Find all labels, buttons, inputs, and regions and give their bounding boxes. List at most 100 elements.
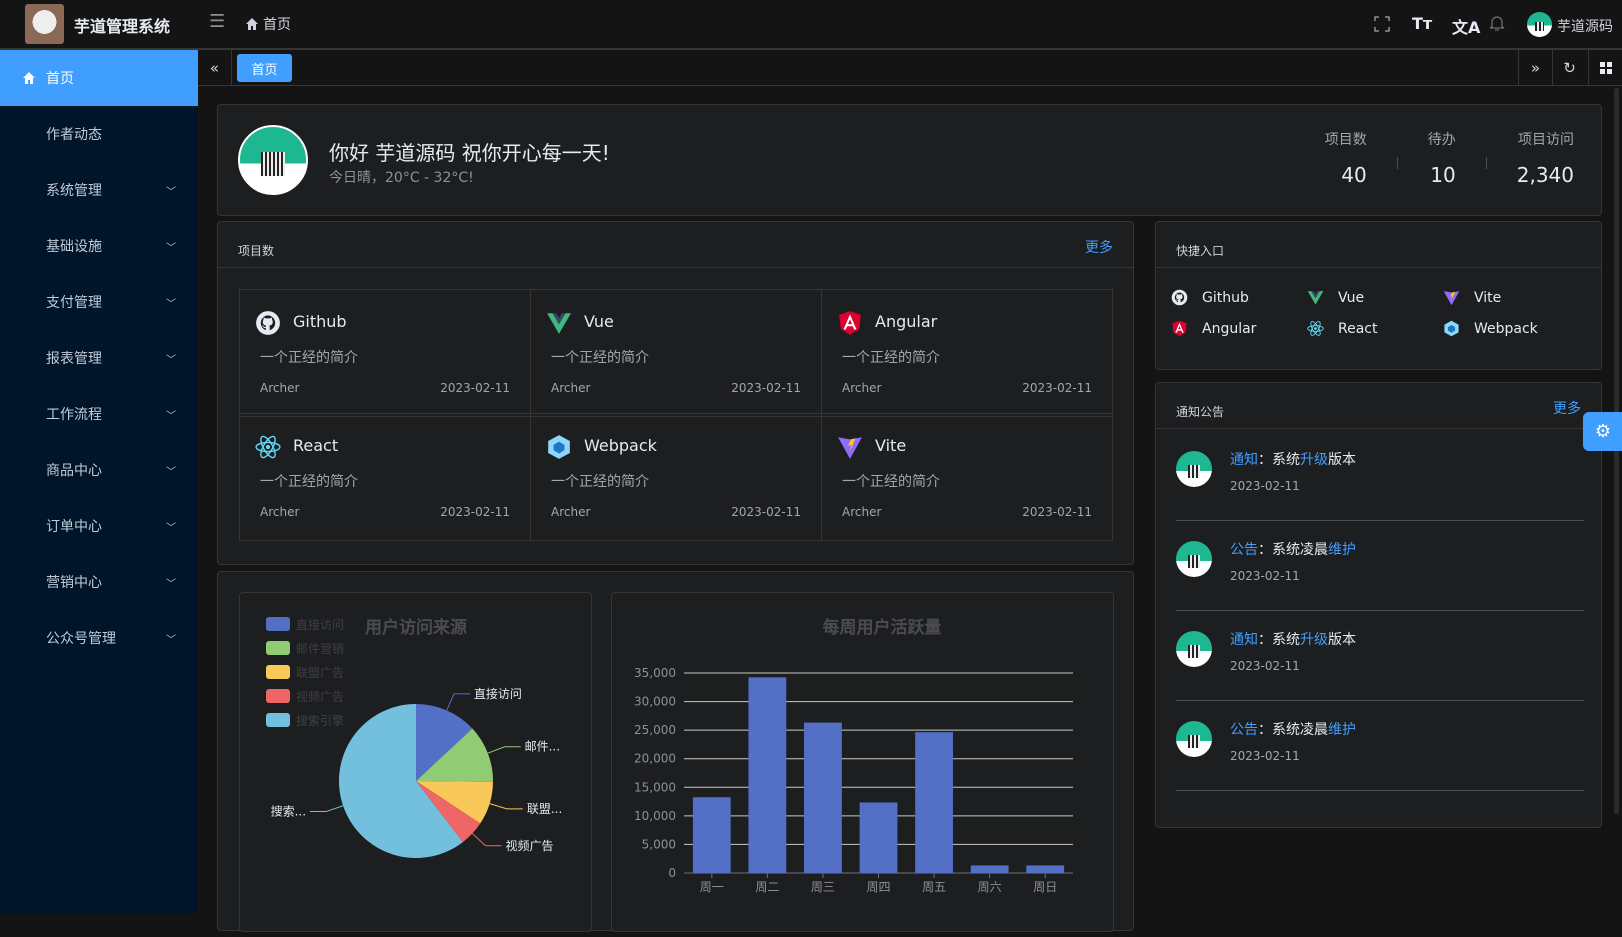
project-author: Archer <box>551 505 591 519</box>
project-item[interactable]: Angular 一个正经的简介 Archer 2023-02-11 <box>821 289 1113 417</box>
sidebar-item[interactable]: 公众号管理 ﹀ <box>0 610 198 666</box>
sidebar-item[interactable]: 报表管理 ﹀ <box>0 330 198 386</box>
angular-icon <box>839 311 861 335</box>
project-author: Archer <box>551 381 591 395</box>
menu-fold-icon[interactable]: ☰ <box>209 11 226 32</box>
sidebar-item-label: 订单中心 <box>46 519 102 535</box>
font-size-icon[interactable]: Tт <box>1412 14 1433 33</box>
x-tick-label: 周四 <box>866 880 890 894</box>
welcome-card: 你好 芋道源码 祝你开心每一天! 今日晴，20°C - 32°C! 项目数 40 待… <box>217 104 1602 216</box>
fullscreen-icon[interactable] <box>1374 16 1390 32</box>
sidebar-item[interactable]: 系统管理 ﹀ <box>0 162 198 218</box>
slice-label: 联盟... <box>527 802 562 816</box>
bell-icon[interactable] <box>1489 14 1505 32</box>
project-date: 2023-02-11 <box>1022 505 1092 519</box>
slice-label: 邮件... <box>525 740 560 754</box>
shortcut-item[interactable]: Github <box>1171 289 1249 306</box>
project-date: 2023-02-11 <box>731 381 801 395</box>
label-line <box>487 746 521 754</box>
notice-date: 2023-02-11 <box>1230 569 1300 583</box>
sidebar-item[interactable]: 订单中心 ﹀ <box>0 498 198 554</box>
sidebar-item-label: 系统管理 <box>46 183 102 199</box>
y-tick-label: 30,000 <box>634 695 676 709</box>
project-date: 2023-02-11 <box>1022 381 1092 395</box>
sidebar-item[interactable]: 作者动态 <box>0 106 198 162</box>
bar <box>859 802 898 873</box>
more-link[interactable]: 更多 <box>1553 401 1581 417</box>
settings-gear-icon[interactable]: ⚙ <box>1583 412 1622 451</box>
y-tick-label: 15,000 <box>634 780 676 794</box>
react-icon <box>255 435 281 459</box>
notice-date: 2023-02-11 <box>1230 479 1300 493</box>
shortcut-item[interactable]: Webpack <box>1443 320 1538 337</box>
project-item[interactable]: Vite 一个正经的简介 Archer 2023-02-11 <box>821 413 1113 541</box>
pie-slice <box>416 704 473 781</box>
tabs-bar: « 首页 » ↻ <box>198 50 1622 86</box>
shortcut-label: Webpack <box>1474 320 1538 337</box>
vite-icon <box>838 437 862 459</box>
project-desc: 一个正经的简介 <box>551 350 649 366</box>
bar <box>804 722 842 873</box>
sidebar-item[interactable]: 支付管理 ﹀ <box>0 274 198 330</box>
project-author: Archer <box>842 505 882 519</box>
bar <box>692 797 731 873</box>
translate-icon[interactable]: 文A <box>1452 18 1481 37</box>
grid-menu-icon[interactable] <box>1588 50 1622 85</box>
chevron-down-icon: ﹀ <box>166 634 176 646</box>
notice-title: 公告：系统凌晨维护 <box>1230 722 1356 738</box>
legend-label: 联盟广告 <box>296 666 344 680</box>
sidebar-item[interactable]: 商品中心 ﹀ <box>0 442 198 498</box>
scrollbar[interactable] <box>1614 88 1619 814</box>
react-icon <box>1307 321 1324 336</box>
x-tick-label: 周一 <box>700 880 724 894</box>
refresh-icon[interactable]: ↻ <box>1552 50 1586 85</box>
notice-item[interactable]: 通知：系统升级版本 2023-02-11 <box>1176 611 1584 701</box>
shortcut-item[interactable]: React <box>1307 320 1377 337</box>
sidebar-item-label: 工作流程 <box>46 407 102 423</box>
notice-title: 公告：系统凌晨维护 <box>1230 542 1356 558</box>
stat-label: 待办 <box>1427 132 1456 148</box>
sidebar-item[interactable]: 基础设施 ﹀ <box>0 218 198 274</box>
notice-date: 2023-02-11 <box>1230 659 1300 673</box>
sidebar-item-label: 营销中心 <box>46 575 102 591</box>
charts-card: 用户访问来源 直接访问 邮件营销 联盟广告 视频广告 搜索引擎 直接访问 邮件... 联盟...… <box>217 571 1134 932</box>
sidebar-item-label: 基础设施 <box>46 239 102 255</box>
shortcut-item[interactable]: Vite <box>1443 289 1501 306</box>
pie-slice <box>416 728 493 782</box>
breadcrumb[interactable]: 首页 <box>245 14 291 34</box>
project-item[interactable]: React 一个正经的简介 Archer 2023-02-11 <box>239 413 531 541</box>
project-desc: 一个正经的简介 <box>551 474 649 490</box>
sidebar-item[interactable]: 首页 <box>0 50 198 106</box>
tab-home[interactable]: 首页 <box>237 54 292 82</box>
project-item[interactable]: Vue 一个正经的简介 Archer 2023-02-11 <box>530 289 822 417</box>
scroll-left-icon[interactable]: « <box>198 50 232 85</box>
notice-item[interactable]: 通知：系统升级版本 2023-02-11 <box>1176 431 1584 521</box>
chevron-down-icon: ﹀ <box>166 354 176 366</box>
vue-icon <box>1307 291 1324 305</box>
legend-swatch <box>266 665 290 679</box>
shortcut-label: Vite <box>1474 289 1502 306</box>
slice-label: 搜索... <box>271 804 306 819</box>
user-name[interactable]: 芋道源码 <box>1557 19 1613 35</box>
card-title: 项目数 <box>238 244 275 258</box>
avatar <box>1176 721 1212 757</box>
project-item[interactable]: Github 一个正经的简介 Archer 2023-02-11 <box>239 289 531 417</box>
more-link[interactable]: 更多 <box>1085 240 1113 256</box>
project-desc: 一个正经的简介 <box>842 350 940 366</box>
project-desc: 一个正经的简介 <box>260 350 358 366</box>
sidebar-item[interactable]: 营销中心 ﹀ <box>0 554 198 610</box>
stat-item: 项目数 40 <box>1325 129 1367 187</box>
legend-label: 视频广告 <box>296 689 344 704</box>
notice-item[interactable]: 公告：系统凌晨维护 2023-02-11 <box>1176 701 1584 791</box>
shortcut-item[interactable]: Angular <box>1171 320 1256 337</box>
shortcut-item[interactable]: Vue <box>1307 289 1364 306</box>
user-avatar[interactable] <box>1527 12 1552 37</box>
project-item[interactable]: Webpack 一个正经的简介 Archer 2023-02-11 <box>530 413 822 541</box>
home-icon <box>246 18 258 30</box>
scroll-right-icon[interactable]: » <box>1518 50 1552 85</box>
notice-item[interactable]: 公告：系统凌晨维护 2023-02-11 <box>1176 521 1584 611</box>
sidebar-item[interactable]: 工作流程 ﹀ <box>0 386 198 442</box>
x-tick-label: 周三 <box>811 880 835 894</box>
bar <box>915 732 953 873</box>
avatar <box>238 125 308 195</box>
